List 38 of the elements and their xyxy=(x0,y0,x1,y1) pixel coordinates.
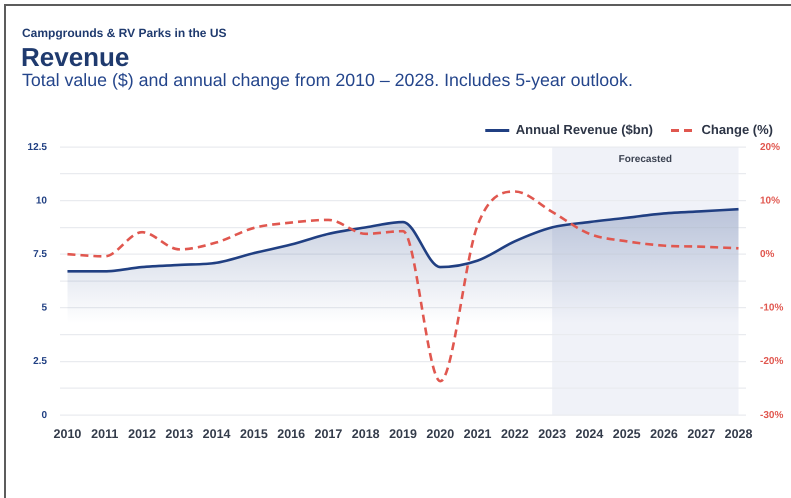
y2-tick-label: 10% xyxy=(760,195,780,206)
x-tick-label: 2018 xyxy=(352,426,380,441)
x-tick-label: 2015 xyxy=(240,426,268,441)
x-tick-label: 2019 xyxy=(389,426,417,441)
y-tick-label: 0 xyxy=(41,410,48,421)
legend-label: Change (%) xyxy=(702,122,773,138)
band-label: Forecasted xyxy=(618,154,672,165)
x-tick-label: 2020 xyxy=(426,426,454,441)
x-tick-label: 2026 xyxy=(650,426,678,441)
x-tick-label: 2028 xyxy=(724,426,752,441)
legend-label: Annual Revenue ($bn) xyxy=(516,122,654,138)
x-tick-label: 2023 xyxy=(538,426,566,441)
y2-tick-label: 0% xyxy=(760,248,775,260)
x-tick-label: 2013 xyxy=(165,426,194,441)
y-tick-label: 5 xyxy=(41,302,48,314)
x-tick-label: 2021 xyxy=(464,426,492,441)
y-tick-label: 10 xyxy=(36,195,48,206)
x-tick-label: 2027 xyxy=(687,426,716,441)
x-tick-label: 2012 xyxy=(128,426,156,441)
chart-subtitle: Total value ($) and annual change from 2010 – 2028. Includes 5-year outlook. xyxy=(22,70,633,90)
chart-title: Revenue xyxy=(21,42,130,72)
line-series xyxy=(66,190,740,383)
x-tick-label: 2024 xyxy=(576,426,604,441)
y2-tick-label: -10% xyxy=(760,302,784,314)
x-tick-label: 2017 xyxy=(314,426,342,441)
x-tick-label: 2016 xyxy=(277,426,306,441)
x-tick-label: 2025 xyxy=(612,426,641,441)
y-tick-label: 7.5 xyxy=(33,248,48,260)
y-tick-label: 2.5 xyxy=(33,356,48,368)
text: Campgrounds & RV Parks in the US xyxy=(22,26,226,40)
x-tick-label: 2022 xyxy=(500,426,529,441)
x-tick-label: 2011 xyxy=(91,426,118,441)
y2-tick-label: -20% xyxy=(760,356,784,368)
y2-tick-label: 20% xyxy=(760,142,780,153)
x-tick-label: 2010 xyxy=(54,426,82,441)
y2-tick-label: -30% xyxy=(760,410,784,421)
x-tick-label: 2014 xyxy=(202,426,231,441)
y-tick-label: 12.5 xyxy=(28,142,48,153)
